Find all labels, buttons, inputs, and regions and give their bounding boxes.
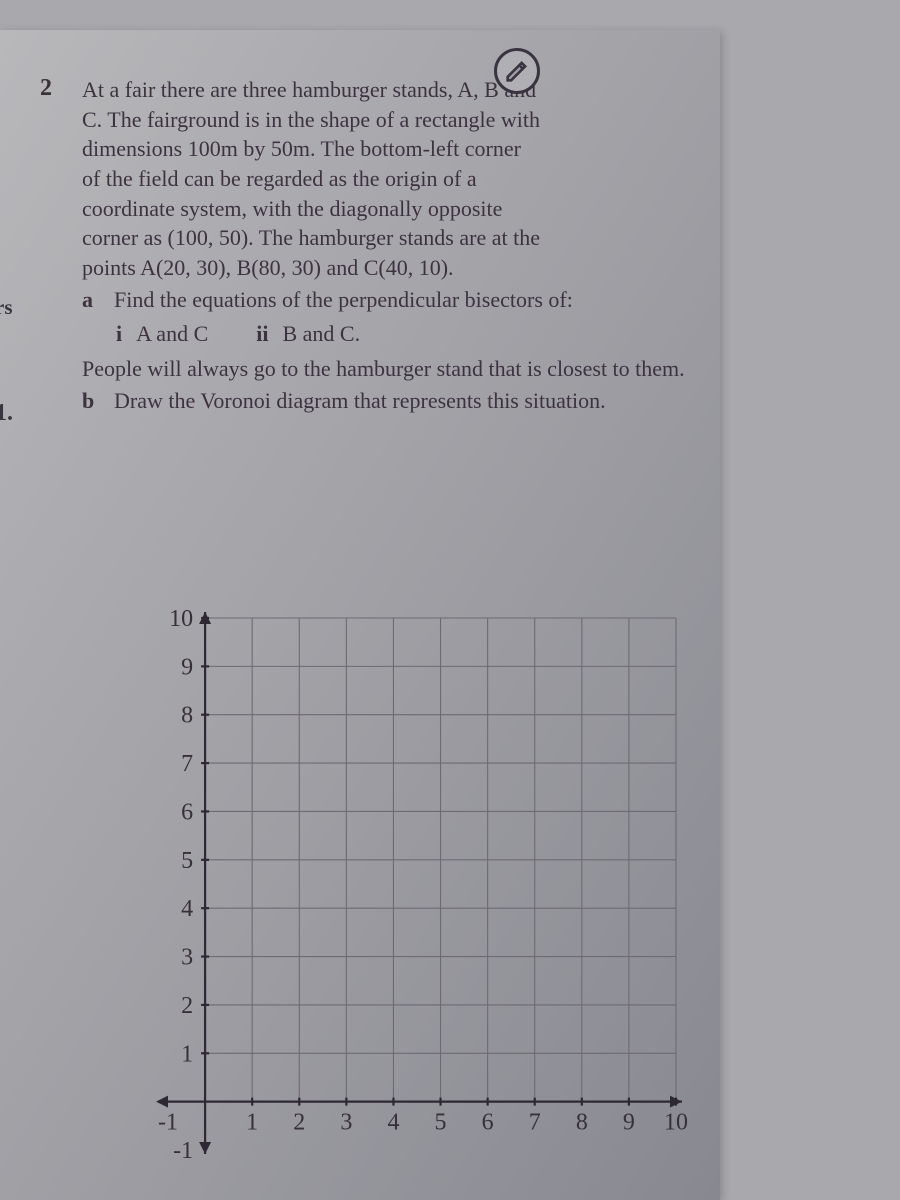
svg-text:5: 5 [181,848,193,874]
problem-number: 2 [40,75,64,102]
followup-text: People will always go to the hamburger s… [82,354,700,384]
svg-text:10: 10 [169,606,193,632]
svg-text:8: 8 [181,703,193,729]
svg-text:9: 9 [623,1110,635,1136]
svg-text:-1: -1 [158,1110,178,1136]
svg-text:4: 4 [387,1110,399,1136]
part-a-label: a [82,285,100,348]
margin-text-1: 1. [0,400,13,427]
part-a-i-label: i [116,319,122,349]
page: rs 1. 2 At a fair there are three hambur… [0,30,720,1200]
margin-text-rs: rs [0,295,13,320]
part-a-ii-text: B and C. [282,319,360,349]
part-b-label: b [82,386,100,416]
svg-text:3: 3 [181,945,193,971]
part-b: b Draw the Voronoi diagram that represen… [82,386,700,416]
svg-text:2: 2 [181,993,193,1019]
svg-text:9: 9 [181,654,193,680]
part-a-text: Find the equations of the perpendicular … [114,285,700,315]
svg-text:5: 5 [435,1110,447,1136]
part-a-ii-label: ii [256,319,268,349]
part-a-i-text: A and C [136,319,208,349]
svg-text:4: 4 [181,896,193,922]
part-a-subs: i A and C ii B and C. [114,319,700,349]
part-a-ii: ii B and C. [256,319,360,349]
svg-text:-1: -1 [173,1138,193,1164]
svg-text:1: 1 [246,1110,258,1136]
svg-text:10: 10 [664,1110,688,1136]
svg-text:8: 8 [576,1110,588,1136]
part-b-text: Draw the Voronoi diagram that represents… [114,386,700,416]
part-a-i: i A and C [116,319,208,349]
problem-2: 2 At a fair there are three hamburger st… [40,70,700,416]
svg-text:6: 6 [482,1110,494,1136]
part-a: a Find the equations of the perpendicula… [82,285,700,348]
svg-text:3: 3 [340,1110,352,1136]
problem-body: At a fair there are three hamburger stan… [82,75,700,416]
problem-intro: At a fair there are three hamburger stan… [82,75,542,283]
svg-text:1: 1 [181,1041,193,1067]
svg-text:7: 7 [181,751,193,777]
part-a-body: Find the equations of the perpendicular … [114,285,700,348]
coordinate-grid: 1 2 3 4 5 6 7 8 9 10 1 2 3 4 5 6 7 8 9 10 -1-1 [110,600,700,1190]
edit-icon [494,48,540,94]
svg-text:2: 2 [293,1110,305,1136]
svg-text:7: 7 [529,1110,541,1136]
svg-text:6: 6 [181,799,193,825]
